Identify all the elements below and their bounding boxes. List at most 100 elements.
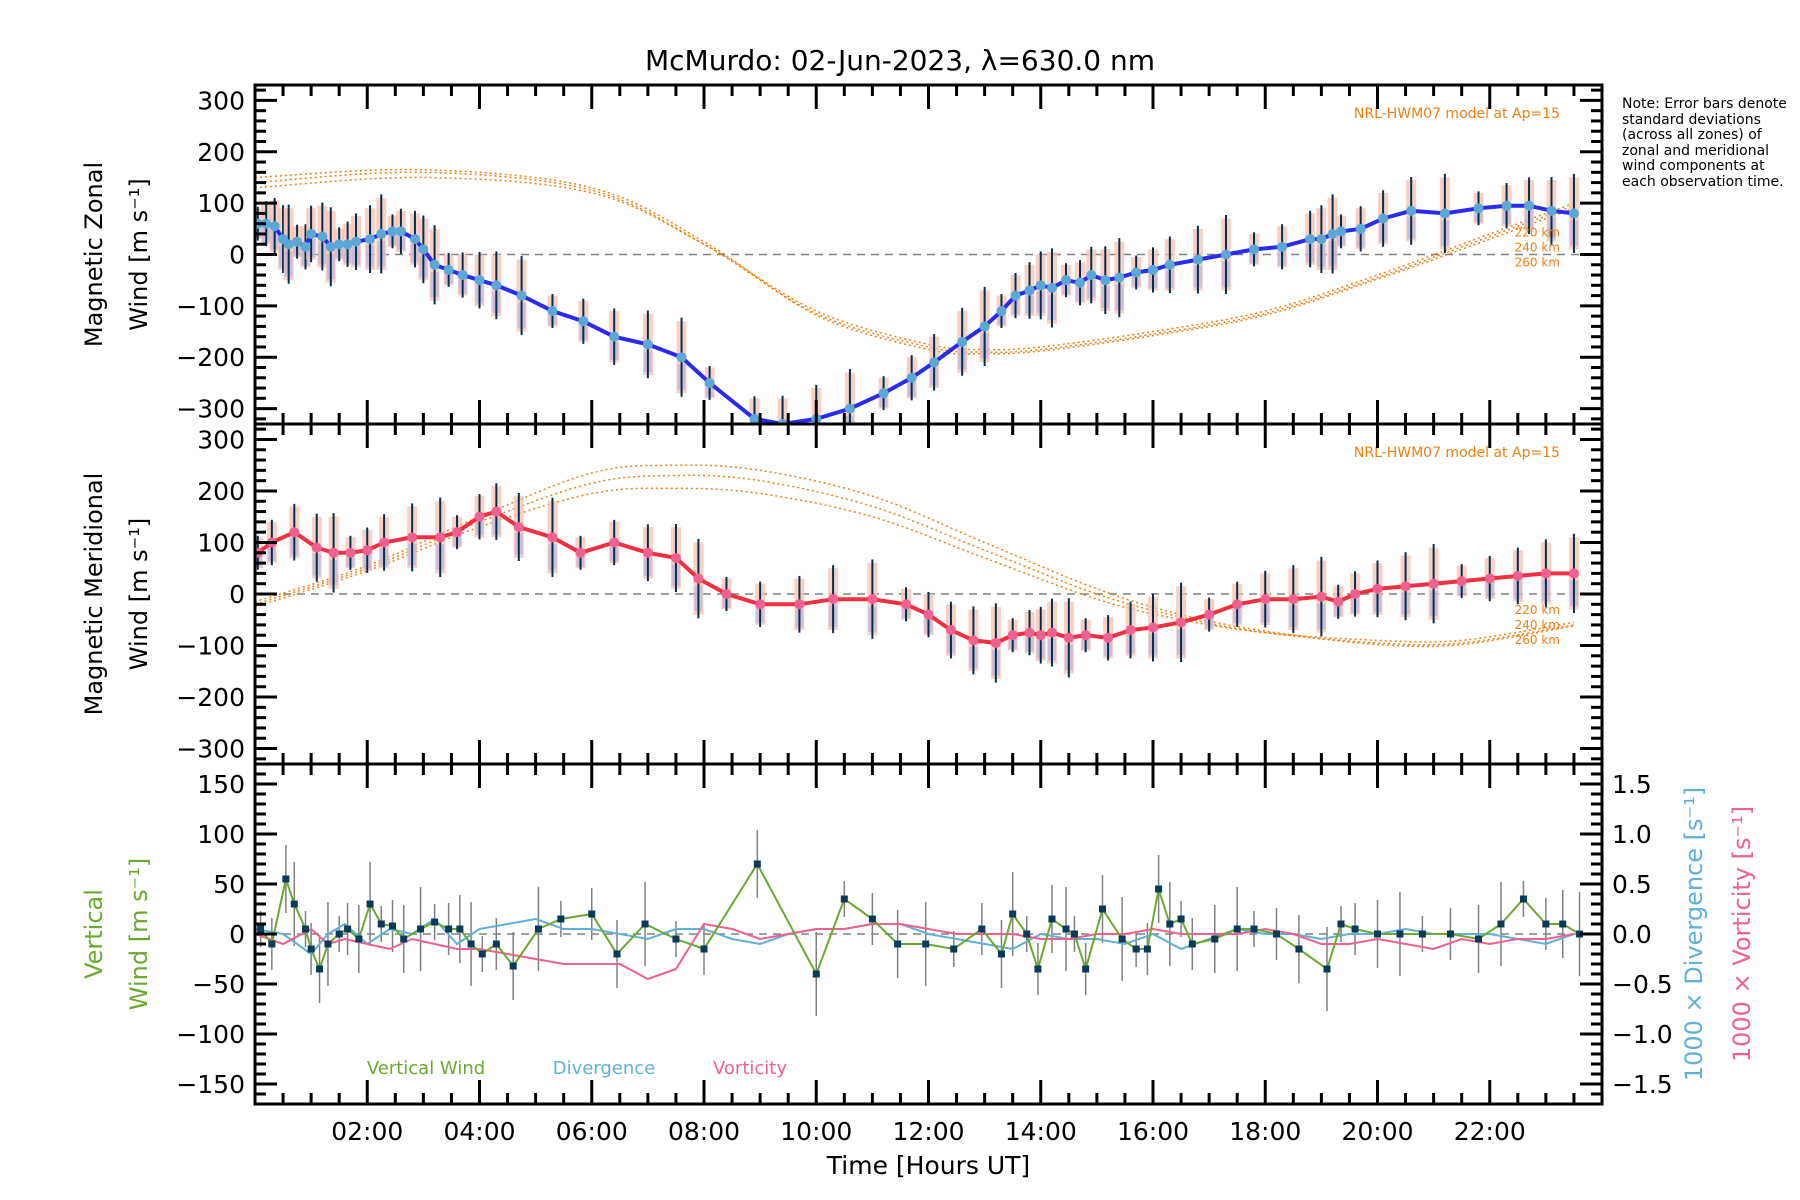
zonal-ylabel-line2: Wind [m s⁻¹] (125, 178, 153, 330)
zonal-ylabel-line1: Magnetic Zonal (80, 162, 108, 347)
zonal-marker (1046, 282, 1057, 293)
zonal-marker (578, 316, 589, 327)
meridional-marker (1400, 581, 1411, 592)
y-right-tick-label: −1.5 (1612, 1070, 1673, 1099)
meridional-marker (794, 599, 805, 610)
vertical-wind-marker (1233, 925, 1241, 933)
meridional-marker (609, 537, 620, 548)
x-tick-label: 10:00 (780, 1117, 852, 1146)
vertical-wind-marker (282, 875, 290, 883)
zonal-marker (1131, 267, 1142, 278)
model-curve-220km (255, 487, 1575, 643)
zonal-marker (642, 339, 653, 350)
meridional-ylabel-line1: Magnetic Meridional (80, 473, 108, 716)
zonal-marker (1148, 264, 1158, 275)
meridional-marker (945, 625, 956, 636)
meridional-marker (867, 594, 878, 605)
zonal-marker (365, 234, 376, 245)
zonal-marker (1100, 275, 1111, 286)
meridional-marker (1007, 630, 1018, 641)
divergence-ylabel: 1000 × Divergence [s⁻¹] (1680, 787, 1708, 1081)
vertical-wind-marker (753, 860, 761, 868)
zonal-marker (429, 259, 440, 270)
zonal-marker (1164, 259, 1175, 270)
meridional-marker (1232, 599, 1243, 610)
zonal-marker (929, 357, 940, 368)
vertical-wind-marker (324, 940, 332, 948)
y-tick-label: −50 (192, 970, 245, 999)
x-tick-label: 12:00 (892, 1117, 964, 1146)
vertical-wind-marker (366, 900, 374, 908)
y-tick-label: −200 (176, 343, 245, 372)
vertical-wind-marker (1559, 920, 1567, 928)
meridional-marker (452, 527, 463, 538)
zonal-marker (609, 331, 620, 342)
y-tick-label: 50 (213, 870, 245, 899)
zonal-marker (269, 221, 280, 232)
vertical-wind-marker (400, 935, 408, 943)
model-height-label: 240 km (1515, 618, 1560, 632)
vertical-wind-marker (316, 965, 324, 973)
model-height-label: 220 km (1515, 603, 1560, 617)
zonal-marker (1086, 270, 1097, 281)
y-right-tick-label: 1.0 (1612, 820, 1652, 849)
vertical-wind-marker (1475, 935, 1483, 943)
meridional-marker (642, 547, 653, 558)
zonal-marker (1010, 290, 1021, 301)
meridional-marker (693, 573, 704, 584)
vertical-wind-marker (377, 920, 385, 928)
meridional-marker (1350, 589, 1361, 599)
vertical-wind-line (259, 862, 1581, 977)
vertical-wind-marker (1177, 915, 1185, 923)
zonal-marker (325, 241, 336, 252)
legend-item: Vertical Wind (367, 1058, 485, 1079)
x-axis-label: Time [Hours UT] (826, 1151, 1030, 1180)
zonal-marker (844, 403, 855, 414)
meridional-marker (1260, 594, 1271, 605)
x-tick-label: 20:00 (1341, 1117, 1413, 1146)
zonal-marker (306, 228, 317, 239)
meridional-marker (345, 547, 356, 558)
vertical-ylabel-line1: Vertical (80, 889, 108, 979)
y-tick-label: −150 (176, 1070, 245, 1099)
vertical-wind-marker (257, 925, 265, 933)
vertical-wind-marker (1082, 965, 1090, 973)
meridional-marker (1316, 591, 1327, 602)
zonal-marker (1035, 280, 1046, 291)
vertical-wind-marker (613, 950, 621, 958)
meridional-marker (1125, 625, 1136, 636)
model-label: NRL-HWM07 model at Ap=15 (1354, 106, 1560, 122)
vertical-wind-marker (307, 945, 315, 953)
vertical-wind-marker (1576, 930, 1584, 938)
vertical-wind-marker (672, 935, 680, 943)
zonal-marker (1249, 244, 1260, 255)
zonal-marker (1568, 208, 1579, 219)
zonal-marker (1305, 234, 1316, 245)
x-tick-label: 08:00 (668, 1117, 740, 1146)
vertical-wind-marker (868, 915, 876, 923)
vertical-wind-marker (1272, 930, 1280, 938)
zonal-marker (1473, 203, 1484, 214)
vertical-wind-marker (445, 925, 453, 933)
zonal-marker (516, 290, 527, 301)
y-tick-label: 0 (229, 920, 245, 949)
vertical-wind-marker (1062, 925, 1070, 933)
x-tick-label: 06:00 (556, 1117, 628, 1146)
x-tick-label: 22:00 (1454, 1117, 1526, 1146)
vertical-wind-marker (417, 925, 425, 933)
zonal-marker (1336, 226, 1347, 237)
vertical-wind-marker (1250, 925, 1258, 933)
zonal-marker (704, 377, 715, 388)
zonal-marker (418, 244, 429, 255)
vertical-wind-marker (1497, 920, 1505, 928)
meridional-marker (1204, 609, 1215, 620)
meridional-marker (1540, 568, 1551, 579)
vertical-wind-marker (922, 940, 930, 948)
meridional-marker (1333, 596, 1344, 607)
zonal-marker (1114, 272, 1125, 283)
vertical-wind-marker (344, 925, 352, 933)
meridional-marker (513, 522, 524, 533)
vertical-wind-marker (492, 940, 500, 948)
y-right-tick-label: −1.0 (1612, 1020, 1673, 1049)
